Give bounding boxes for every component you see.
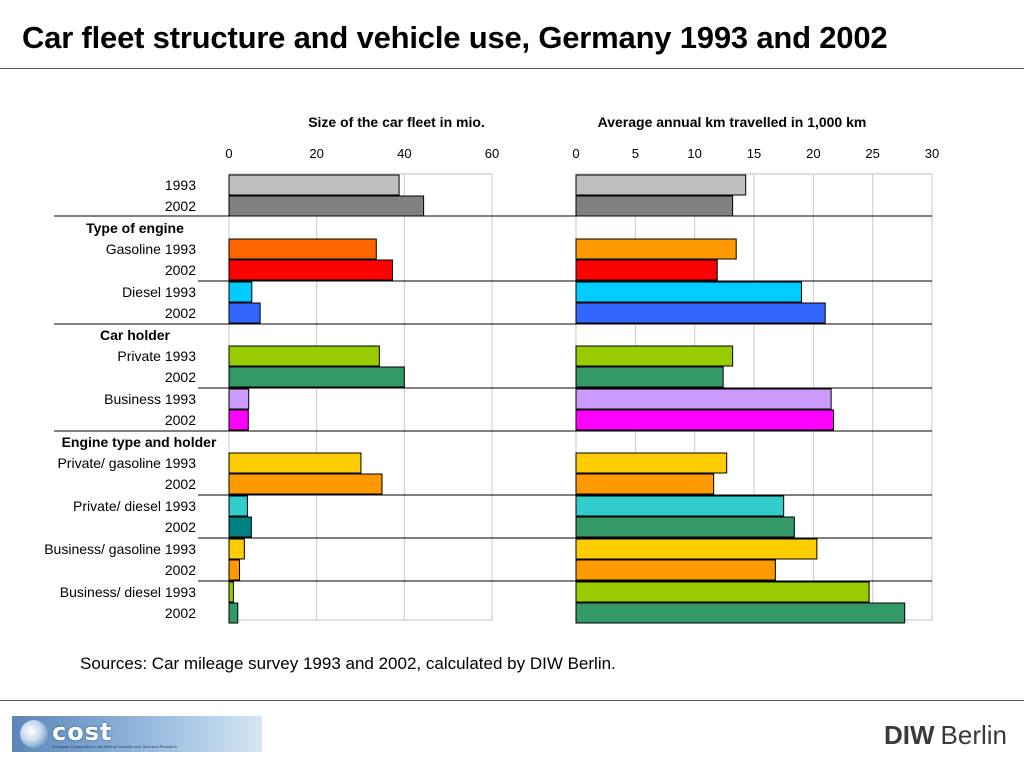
group-header-2: Engine type and holder (62, 434, 217, 450)
row-label-5: 2002 (165, 305, 196, 321)
bar-2-13 (575, 516, 795, 538)
cost-logo: cost European Cooperation in the field o… (12, 716, 262, 752)
x-tick-label-1-3: 60 (485, 146, 499, 161)
bar-1-6 (228, 345, 380, 367)
bar-2-11 (575, 473, 715, 495)
x-tick-label-2-5: 25 (865, 146, 879, 161)
row-label-3: 2002 (165, 262, 196, 278)
bar-1-1 (228, 195, 425, 217)
bar-1-9 (228, 409, 249, 431)
panel-title-1: Size of the car fleet in mio. (308, 114, 485, 130)
row-label-11: 2002 (165, 476, 196, 492)
row-label-9: 2002 (165, 412, 196, 428)
bar-1-0 (228, 174, 400, 196)
row-label-15: 2002 (165, 562, 196, 578)
bar-2-7 (575, 366, 724, 388)
bar-1-2 (228, 238, 377, 260)
title-divider (0, 68, 1024, 69)
bar-1-10 (228, 452, 362, 474)
bar-2-2 (575, 238, 737, 260)
row-label-16: Business/ diesel 1993 (60, 584, 196, 600)
bar-1-11 (228, 473, 383, 495)
bar-2-12 (575, 495, 785, 517)
bar-1-12 (228, 495, 248, 517)
bar-2-0 (575, 174, 747, 196)
row-label-13: 2002 (165, 519, 196, 535)
bar-2-5 (575, 302, 826, 324)
bar-2-4 (575, 281, 802, 303)
x-tick-label-1-0: 0 (225, 146, 232, 161)
row-label-7: 2002 (165, 369, 196, 385)
bar-1-16 (228, 581, 234, 603)
bar-1-3 (228, 259, 393, 281)
bar-2-8 (575, 388, 832, 410)
bar-1-7 (228, 366, 405, 388)
x-tick-label-2-3: 15 (747, 146, 761, 161)
row-label-10: Private/ gasoline 1993 (57, 455, 196, 471)
row-label-17: 2002 (165, 605, 196, 621)
diw-berlin-logo: DIW Berlin (884, 720, 1007, 751)
bar-1-14 (228, 538, 245, 560)
diw-logo-bold: DIW (884, 720, 935, 750)
bar-1-5 (228, 302, 261, 324)
x-tick-label-2-2: 10 (687, 146, 701, 161)
group-header-1: Car holder (100, 327, 171, 343)
source-note: Sources: Car mileage survey 1993 and 200… (80, 654, 616, 673)
x-tick-label-2-0: 0 (572, 146, 579, 161)
slide-title: Car fleet structure and vehicle use, Ger… (22, 20, 888, 55)
bar-2-16 (575, 581, 870, 603)
cost-emblem-icon (20, 720, 48, 748)
row-label-1: 2002 (165, 198, 196, 214)
x-tick-label-2-1: 5 (632, 146, 639, 161)
x-tick-label-2-6: 30 (925, 146, 939, 161)
cost-logo-subtext: European Cooperation in the field of Sci… (52, 744, 177, 749)
panel-title-2: Average annual km travelled in 1,000 km (598, 114, 867, 130)
bar-2-1 (575, 195, 734, 217)
row-label-2: Gasoline 1993 (106, 241, 197, 257)
bar-2-6 (575, 345, 734, 367)
bar-1-4 (228, 281, 253, 303)
diw-logo-berlin: Berlin (940, 720, 1008, 750)
row-label-0: 1993 (165, 177, 196, 193)
bar-2-14 (575, 538, 818, 560)
x-tick-label-1-2: 40 (397, 146, 411, 161)
bar-1-15 (228, 559, 241, 581)
bar-2-15 (575, 559, 776, 581)
fleet-chart: Size of the car fleet in mio. 0 20 40 60 Aver… (44, 114, 939, 624)
bar-2-17 (575, 602, 906, 624)
x-tick-label-2-4: 20 (806, 146, 820, 161)
bar-2-9 (575, 409, 835, 431)
row-label-4: Diesel 1993 (122, 284, 196, 300)
bar-2-10 (575, 452, 728, 474)
bar-2-3 (575, 259, 718, 281)
row-label-14: Business/ gasoline 1993 (44, 541, 196, 557)
row-label-6: Private 1993 (117, 348, 196, 364)
bar-1-8 (228, 388, 250, 410)
row-label-12: Private/ diesel 1993 (73, 498, 196, 514)
bar-1-13 (228, 516, 252, 538)
footer-divider (0, 700, 1024, 701)
bar-1-17 (228, 602, 239, 624)
cost-logo-text: cost (52, 718, 113, 746)
group-header-0: Type of engine (86, 220, 184, 236)
x-tick-label-1-1: 20 (309, 146, 323, 161)
row-label-8: Business 1993 (104, 391, 196, 407)
